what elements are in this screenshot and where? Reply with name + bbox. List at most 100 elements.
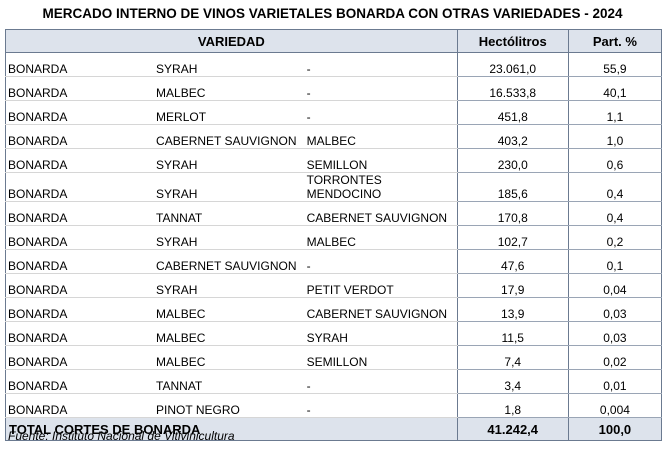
total-hectolitros: 41.242,4 xyxy=(457,417,569,441)
header-variedad: VARIEDAD xyxy=(5,29,458,53)
variety-1: BONARDA xyxy=(5,297,157,322)
hectolitros-cell: 17,9 xyxy=(457,273,569,298)
part-cell: 1,1 xyxy=(568,100,663,125)
variety-1: BONARDA xyxy=(5,345,157,370)
hectolitros-cell: 23.061,0 xyxy=(457,52,569,77)
variety-2: TANNAT xyxy=(156,201,307,226)
variety-2: MALBEC xyxy=(156,76,307,101)
variety-1: BONARDA xyxy=(5,225,157,250)
part-cell: 0,2 xyxy=(568,225,663,250)
part-cell: 0,03 xyxy=(568,321,663,346)
part-cell: 1,0 xyxy=(568,124,663,149)
variety-2: SYRAH xyxy=(156,273,307,298)
part-cell: 0,004 xyxy=(568,393,663,418)
table-row: BONARDA SYRAH MALBEC 102,7 0,2 xyxy=(5,225,663,250)
variety-1: BONARDA xyxy=(5,100,157,125)
variety-3: PETIT VERDOT xyxy=(306,273,458,298)
variety-3: SEMILLON xyxy=(306,148,458,173)
variety-2: CABERNET SAUVIGNON xyxy=(156,249,307,274)
hectolitros-cell: 1,8 xyxy=(457,393,569,418)
part-cell: 0,04 xyxy=(568,273,663,298)
table-row: BONARDA SYRAH TORRONTES MENDOCINO 185,6 0,4 xyxy=(5,172,663,202)
variety-1: BONARDA xyxy=(5,369,157,394)
variety-2: MERLOT xyxy=(156,100,307,125)
hectolitros-cell: 451,8 xyxy=(457,100,569,125)
variety-1: BONARDA xyxy=(5,76,157,101)
variety-1: BONARDA xyxy=(5,148,157,173)
header-part: Part. % xyxy=(567,29,663,53)
variety-1: BONARDA xyxy=(5,273,157,298)
variety-3: CABERNET SAUVIGNON xyxy=(306,201,458,226)
table-row: BONARDA CABERNET SAUVIGNON -47,6 0,1 xyxy=(5,249,663,274)
variety-2: SYRAH xyxy=(156,225,307,250)
variety-3: - xyxy=(306,76,458,101)
variety-3: CABERNET SAUVIGNON xyxy=(306,297,458,322)
varietal-table: VARIEDAD Hectólitros Part. % BONARDA SYRA… xyxy=(5,29,663,441)
table-title: MERCADO INTERNO DE VINOS VARIETALES BONA… xyxy=(42,6,623,21)
variety-3: - xyxy=(306,393,458,418)
part-cell: 0,02 xyxy=(568,345,663,370)
variety-2: MALBEC xyxy=(156,297,307,322)
part-cell: 0,1 xyxy=(568,249,663,274)
variety-3: SEMILLON xyxy=(306,345,458,370)
variety-1: BONARDA xyxy=(5,393,157,418)
hectolitros-cell: 230,0 xyxy=(457,148,569,173)
table-row: BONARDA MERLOT -451,8 1,1 xyxy=(5,100,663,125)
table-row: BONARDA MALBEC SEMILLON 7,4 0,02 xyxy=(5,345,663,370)
hectolitros-cell: 13,9 xyxy=(457,297,569,322)
hectolitros-cell: 16.533,8 xyxy=(457,76,569,101)
total-label: TOTAL CORTES DE BONARDA xyxy=(5,417,458,441)
table-row: BONARDA PINOT NEGRO -1,8 0,004 xyxy=(5,393,663,418)
table-row: BONARDA MALBEC SYRAH 11,5 0,03 xyxy=(5,321,663,346)
hectolitros-cell: 403,2 xyxy=(457,124,569,149)
hectolitros-cell: 102,7 xyxy=(457,225,569,250)
hectolitros-cell: 170,8 xyxy=(457,201,569,226)
variety-2: PINOT NEGRO xyxy=(156,393,307,418)
variety-2: SYRAH xyxy=(156,172,307,202)
variety-3: MALBEC xyxy=(306,124,458,149)
part-cell: 40,1 xyxy=(568,76,663,101)
part-cell: 0,4 xyxy=(568,201,663,226)
variety-3: MALBEC xyxy=(306,225,458,250)
variety-3: - xyxy=(306,249,458,274)
header-row: VARIEDAD Hectólitros Part. % xyxy=(5,29,663,53)
header-hectolitros: Hectólitros xyxy=(456,29,569,53)
variety-3: - xyxy=(306,100,458,125)
table-row: BONARDA SYRAH PETIT VERDOT 17,9 0,04 xyxy=(5,273,663,298)
variety-2: MALBEC xyxy=(156,321,307,346)
hectolitros-cell: 11,5 xyxy=(457,321,569,346)
variety-2: MALBEC xyxy=(156,345,307,370)
variety-1: BONARDA xyxy=(5,321,157,346)
table-row: BONARDA MALBEC -16.533,8 40,1 xyxy=(5,76,663,101)
table-row: BONARDA MALBEC CABERNET SAUVIGNON 13,9 0,03 xyxy=(5,297,663,322)
table-row: BONARDA SYRAH -23.061,0 55,9 xyxy=(5,52,663,77)
table-row: BONARDA SYRAH SEMILLON 230,0 0,6 xyxy=(5,148,663,173)
source-note: Fuente: Instituto Nacional de Vitivinicu… xyxy=(8,429,235,443)
total-part: 100,0 xyxy=(568,417,663,441)
variety-1: BONARDA xyxy=(5,124,157,149)
variety-1: BONARDA xyxy=(5,172,157,202)
hectolitros-cell: 3,4 xyxy=(457,369,569,394)
variety-2: SYRAH xyxy=(156,52,307,77)
variety-3: - xyxy=(306,369,458,394)
table-row: BONARDA CABERNET SAUVIGNON MALBEC 403,2 1,0 xyxy=(5,124,663,149)
variety-2: SYRAH xyxy=(156,148,307,173)
hectolitros-cell: 7,4 xyxy=(457,345,569,370)
variety-2: TANNAT xyxy=(156,369,307,394)
part-cell: 0,03 xyxy=(568,297,663,322)
variety-3: SYRAH xyxy=(306,321,458,346)
variety-3: - xyxy=(306,52,458,77)
part-cell: 0,4 xyxy=(568,172,663,202)
total-row: TOTAL CORTES DE BONARDA 41.242,4 100,0 xyxy=(5,417,663,441)
hectolitros-cell: 185,6 xyxy=(457,172,569,202)
part-cell: 55,9 xyxy=(568,52,663,77)
variety-1: BONARDA xyxy=(5,52,157,77)
hectolitros-cell: 47,6 xyxy=(457,249,569,274)
part-cell: 0,01 xyxy=(568,369,663,394)
part-cell: 0,6 xyxy=(568,148,663,173)
table-row: BONARDA TANNAT -3,4 0,01 xyxy=(5,369,663,394)
table-row: BONARDA TANNAT CABERNET SAUVIGNON 170,8 0,4 xyxy=(5,201,663,226)
variety-1: BONARDA xyxy=(5,249,157,274)
variety-1: BONARDA xyxy=(5,201,157,226)
table-body: BONARDA SYRAH -23.061,0 55,9 BONARDA MALBEC -1… xyxy=(5,52,663,418)
